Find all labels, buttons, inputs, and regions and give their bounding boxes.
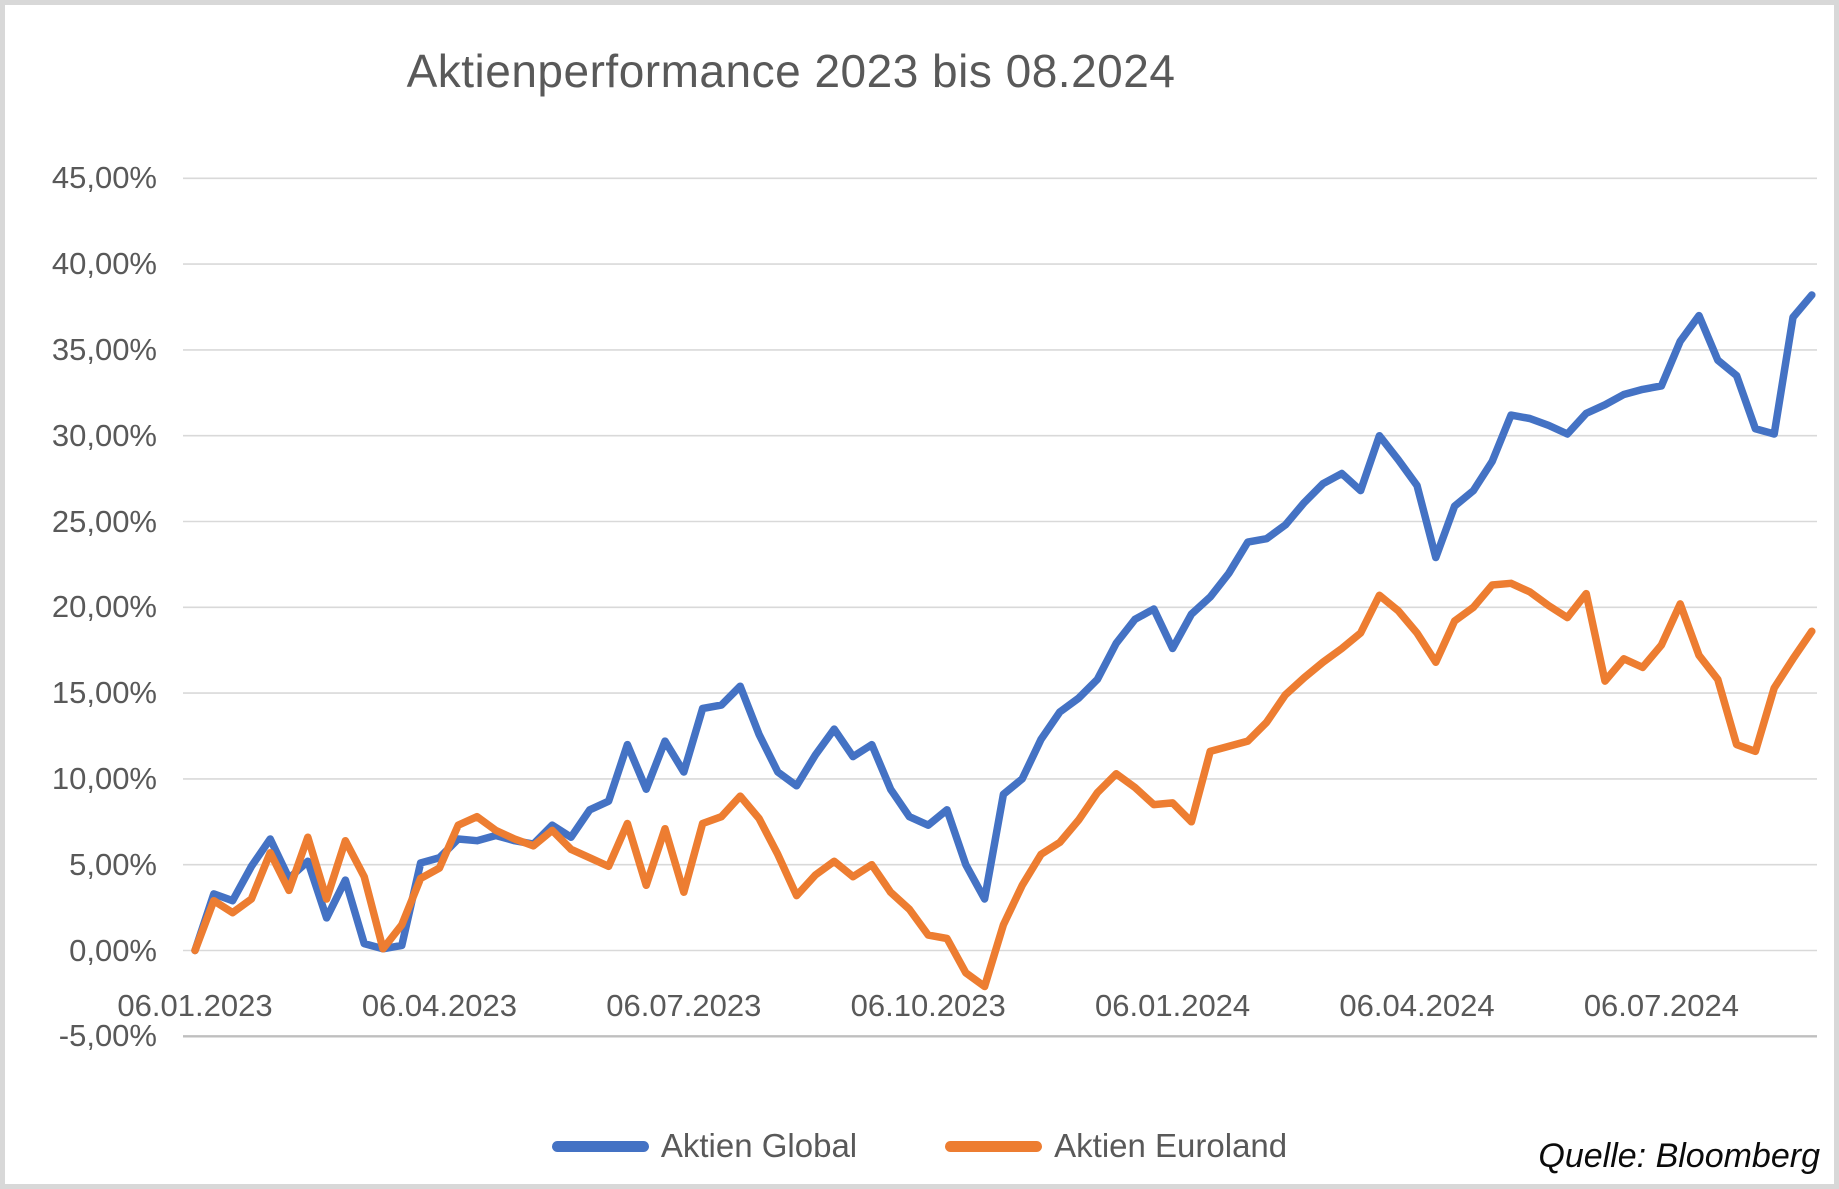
x-tick-label: 06.07.2024 — [1583, 988, 1739, 1023]
y-tick-label: 40,00% — [51, 246, 157, 282]
y-tick-label: 15,00% — [51, 675, 157, 711]
y-tick-label: 30,00% — [51, 417, 157, 453]
source-note: Quelle: Bloomberg — [1538, 1137, 1820, 1175]
y-tick-label: -5,00% — [58, 1018, 157, 1054]
legend-label-aktien-global: Aktien Global — [660, 1127, 858, 1164]
x-tick-label: 06.01.2024 — [1095, 988, 1251, 1023]
legend-item-aktien-euroland: Aktien Euroland — [945, 1127, 1287, 1165]
legend-swatch-aktien-euroland — [945, 1140, 1043, 1152]
x-tick-label: 06.10.2023 — [850, 988, 1006, 1023]
x-tick-label: 06.01.2023 — [117, 988, 273, 1023]
legend-label-aktien-euroland: Aktien Euroland — [1054, 1127, 1288, 1164]
series-line-aktien-global — [191, 291, 1816, 955]
y-axis: 45,00% 40,00% 35,00% 30,00% 25,00% 20,00% 15,0… — [5, 5, 157, 1184]
chart-title: Aktienperformance 2023 bis 08.2024 — [406, 45, 1176, 97]
x-axis: 06.01.2023 06.04.2023 06.07.2023 06.10.2023… — [5, 5, 1834, 1184]
x-tick-label: 06.04.2023 — [361, 988, 517, 1023]
y-tick-label: 45,00% — [51, 160, 157, 196]
y-tick-label: 35,00% — [51, 331, 157, 367]
plot-area — [183, 177, 1817, 1038]
y-tick-label: 0,00% — [69, 932, 157, 968]
y-tick-label: 10,00% — [51, 760, 157, 796]
series-line-aktien-euroland — [191, 579, 1816, 991]
legend: Aktien Global Aktien Euroland — [5, 1127, 1834, 1165]
y-tick-label: 5,00% — [69, 846, 157, 882]
x-tick-label: 06.07.2023 — [606, 988, 762, 1023]
y-tick-label: 25,00% — [51, 503, 157, 539]
legend-swatch-aktien-global — [551, 1140, 649, 1152]
legend-item-aktien-global: Aktien Global — [551, 1127, 858, 1165]
y-tick-label: 20,00% — [51, 589, 157, 625]
x-tick-label: 06.04.2024 — [1339, 988, 1495, 1023]
